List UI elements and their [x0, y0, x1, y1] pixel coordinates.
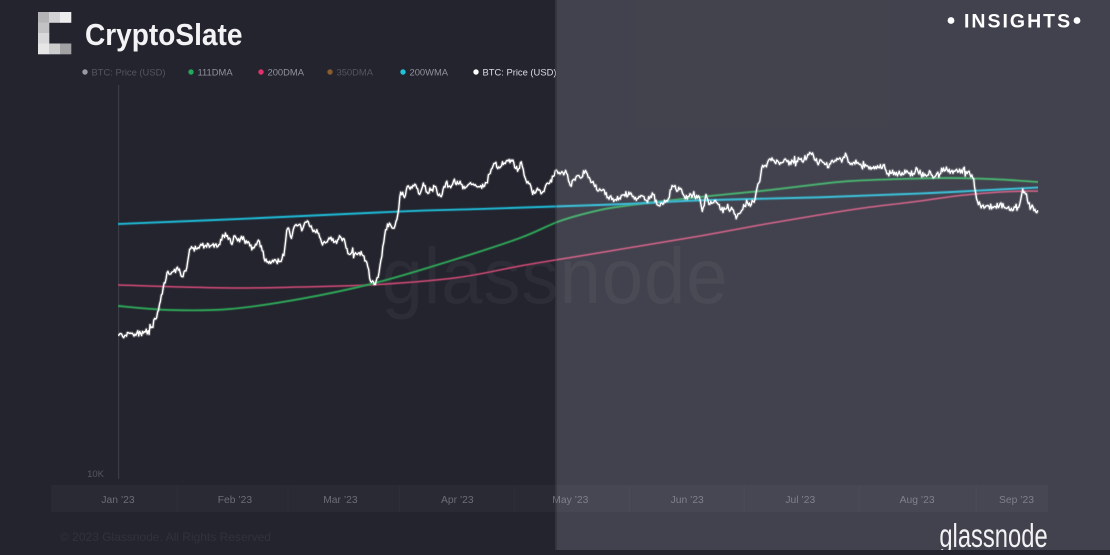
svg-text:© 2023 Glassnode. All Rights R: © 2023 Glassnode. All Rights Reserved: [60, 530, 271, 544]
svg-text:glassnode: glassnode: [939, 518, 1047, 550]
svg-text:Jan ’23: Jan ’23: [101, 495, 134, 506]
svg-text:Apr ’23: Apr ’23: [441, 495, 474, 506]
svg-text:Aug ’23: Aug ’23: [900, 495, 935, 506]
svg-text:BTC: Price (USD): BTC: Price (USD): [92, 67, 166, 78]
svg-text:200WMA: 200WMA: [410, 67, 449, 78]
svg-text:INSIGHTS: INSIGHTS: [964, 11, 1072, 33]
svg-text:BTC: Price (USD): BTC: Price (USD): [483, 67, 557, 78]
svg-text:CryptoSlate: CryptoSlate: [85, 18, 242, 52]
svg-text:Feb ’23: Feb ’23: [218, 495, 253, 506]
svg-text:Mar ’23: Mar ’23: [323, 495, 358, 506]
svg-text:Sep ’23: Sep ’23: [999, 495, 1034, 506]
svg-text:Jun ’23: Jun ’23: [671, 495, 704, 506]
svg-text:350DMA: 350DMA: [337, 67, 374, 78]
svg-text:Jul ’23: Jul ’23: [785, 495, 815, 506]
svg-text:111DMA: 111DMA: [198, 67, 234, 78]
svg-text:200DMA: 200DMA: [268, 67, 305, 78]
svg-text:10K: 10K: [87, 469, 105, 480]
svg-text:glassnode: glassnode: [382, 233, 729, 321]
svg-text:May ’23: May ’23: [552, 495, 588, 506]
